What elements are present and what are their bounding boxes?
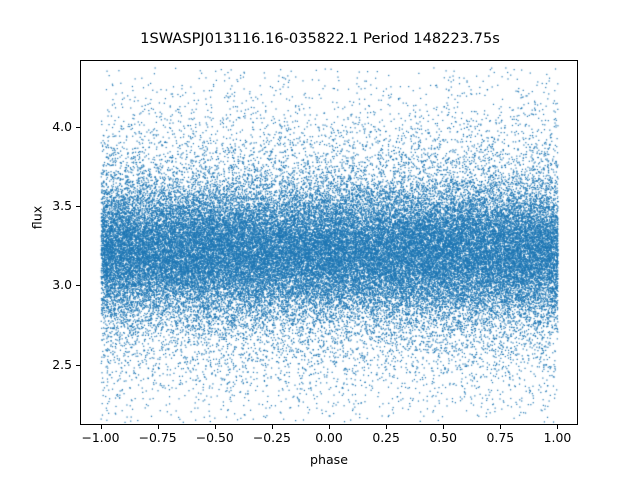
- x-axis-tick-mark: [386, 425, 388, 429]
- y-axis-tick-label: 2.5: [52, 356, 72, 372]
- x-axis-tick-label: 0.50: [429, 430, 458, 445]
- scatter-plot-canvas: [81, 61, 577, 424]
- x-axis-tick-label: −0.75: [138, 430, 177, 445]
- y-axis-tick-label: 4.0: [52, 118, 72, 134]
- x-axis-tick-label: 0.00: [315, 430, 343, 445]
- x-axis-tick-mark: [100, 425, 102, 429]
- x-axis-tick-label: −1.00: [81, 430, 120, 445]
- x-axis-tick-mark: [500, 425, 502, 429]
- page-title: 1SWASPJ013116.16-035822.1 Period 148223.…: [140, 30, 500, 47]
- y-axis-tick-label: 3.5: [52, 198, 72, 213]
- x-axis-tick-label: 0.25: [372, 430, 400, 445]
- x-axis-tick-label: 0.75: [486, 430, 515, 445]
- x-axis-tick-mark: [329, 425, 330, 429]
- x-axis-tick-mark: [443, 425, 445, 429]
- y-axis-tick-mark: [76, 126, 80, 128]
- y-axis-tick-label: 3.0: [52, 277, 72, 293]
- x-axis-tick-label: −0.25: [252, 430, 291, 445]
- y-axis-label: flux: [29, 205, 45, 230]
- x-axis-tick-mark: [271, 425, 273, 429]
- x-axis-label: phase: [309, 452, 348, 467]
- x-axis-tick-label: −0.50: [195, 430, 234, 445]
- x-axis-tick-mark: [214, 425, 216, 429]
- x-axis-tick-mark: [157, 425, 159, 429]
- y-axis-tick-mark: [76, 364, 80, 366]
- y-axis-tick-mark: [76, 206, 80, 207]
- y-axis-tick-mark: [76, 285, 80, 287]
- x-axis-tick-label: 1.00: [543, 430, 572, 445]
- x-axis-tick-mark: [557, 425, 559, 429]
